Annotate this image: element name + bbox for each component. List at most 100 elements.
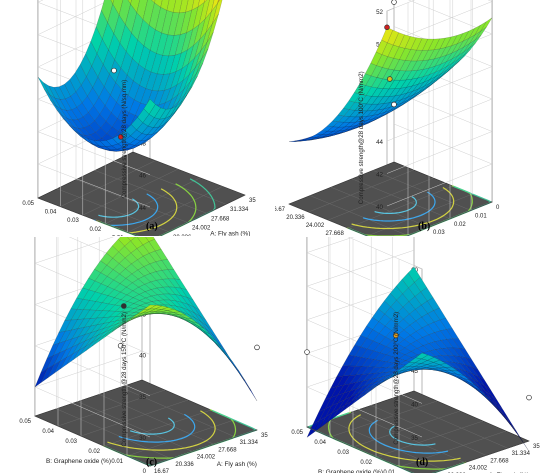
surface-facet [244, 381, 258, 402]
y-tick-label: 0.04 [42, 429, 54, 435]
chart-panel-b: 404244464850523531.33427.66824.00220.336… [275, 0, 550, 236]
response-surface [288, 17, 493, 142]
surface-facet [226, 355, 239, 373]
floor-grid-line [77, 401, 193, 452]
surface-plot-a: 4446485052545616.6720.33624.00227.66831.… [22, 0, 256, 236]
surface-plot-b: 404244464850523531.33427.66824.00220.336… [275, 0, 500, 236]
floor-grid-line [371, 405, 487, 456]
x-tick-label: 31.334 [512, 451, 531, 457]
floor-grid-line [56, 188, 170, 233]
z-axis-label: Compressive strength@28 days 100°C (N/mm… [358, 71, 365, 204]
design-point [304, 349, 310, 355]
wall-grid-line [386, 0, 493, 44]
surface-facet [226, 355, 240, 372]
floor-grid-line [330, 186, 430, 228]
response-surface [34, 237, 258, 402]
y-axis-label: B: Graphene oxide (%) [318, 469, 383, 473]
chart-panel-d: 35404550556016.6720.33624.00227.66831.33… [275, 237, 550, 473]
surface-facet [143, 304, 157, 310]
x-tick-label: 35 [533, 444, 540, 450]
floor-grid-line [352, 410, 461, 448]
design-point [121, 303, 127, 309]
y-axis-line [37, 197, 138, 236]
floor-grid-line [94, 170, 208, 214]
y-tick-label: 0.01 [112, 235, 124, 236]
floor-contour-line [389, 425, 436, 446]
z-tick-label: 40 [411, 401, 418, 408]
wall-grid-line [347, 237, 423, 270]
floor-grid-line [375, 420, 484, 458]
y-tick-label: 0.01 [383, 470, 395, 473]
surface-facet [415, 352, 429, 359]
y-tick-label: 0.03 [433, 230, 445, 236]
floor-grid-line [349, 412, 465, 463]
floor-grid-line [329, 400, 438, 438]
surface-facet [110, 0, 114, 5]
x-tick-label: 35 [261, 433, 268, 439]
caption-a: (a) [146, 221, 158, 232]
x-tick-label: 16.67 [154, 469, 170, 473]
response-surface [37, 0, 223, 152]
x-tick-label: 24.002 [306, 223, 325, 229]
floor-grid-line [372, 170, 472, 211]
caption-d: (d) [416, 457, 429, 468]
floor-contour-line [351, 186, 455, 230]
response-surface [306, 266, 530, 452]
x-tick-label: 31.334 [240, 440, 259, 446]
surface-facet [143, 98, 156, 115]
x-tick-label: 24.002 [197, 455, 216, 461]
x-axis-line [149, 429, 258, 467]
y-axis-line [406, 201, 493, 236]
x-tick-label: 16.67 [275, 207, 286, 213]
floor-contour-line [107, 410, 216, 451]
floor-contour-line [98, 198, 140, 218]
design-point [387, 76, 393, 82]
surface-facet [220, 348, 233, 364]
design-point [384, 24, 390, 31]
y-tick-label: 0.03 [67, 218, 79, 224]
x-axis-line [159, 194, 246, 236]
y-tick-label: 0.04 [45, 210, 57, 216]
x-axis-line [432, 440, 530, 473]
z-axis-label: Compressive strength@28 days (N/sq.mm) [121, 80, 128, 199]
z-axis-label: Compressive strength@28 days 200°C (N/mm… [393, 312, 400, 445]
x-tick-label: 27.668 [325, 231, 344, 236]
surface-facet [238, 372, 252, 391]
design-point [254, 344, 260, 351]
floor-grid-line [328, 177, 434, 221]
z-tick-label: 48 [139, 140, 146, 147]
floor-grid-line [347, 185, 453, 229]
wall-grid-line [386, 91, 493, 174]
caption-c: (c) [146, 457, 158, 468]
floor-grid-line [60, 160, 156, 207]
floor-grid-line [82, 168, 178, 216]
z-tick-label: 35 [411, 435, 418, 442]
x-tick-label: 27.668 [211, 216, 230, 222]
surface-facet [127, 0, 132, 5]
surface-facet [232, 363, 246, 381]
y-tick-label: 0.05 [22, 201, 34, 207]
floor-grid-line [57, 389, 166, 427]
z-tick-label: 35 [139, 394, 146, 401]
surface-plot-d: 35404550556016.6720.33624.00227.66831.33… [291, 237, 540, 473]
floor-grid-line [308, 169, 414, 213]
x-axis-line [288, 203, 369, 236]
y-tick-label: 0 [496, 205, 500, 211]
floor-grid-line [75, 179, 189, 223]
surface-facet [220, 348, 234, 363]
z-tick-label: 52 [376, 9, 383, 16]
y-tick-label: 0.01 [475, 213, 487, 219]
y-tick-label: 0.05 [291, 430, 303, 436]
y-axis-label: B: Graphene oxide (%) [46, 458, 111, 465]
y-axis-line [34, 415, 151, 467]
x-tick-label: 35 [249, 198, 256, 204]
z-tick-label: 46 [139, 173, 146, 180]
floor-grid-line [120, 386, 236, 438]
y-tick-label: 0.03 [337, 450, 349, 456]
x-tick-label: 27.668 [218, 447, 237, 453]
z-tick-label: 44 [376, 139, 383, 146]
wall-grid-line [386, 123, 493, 207]
surface-facet [497, 404, 510, 421]
surface-plot-c: 303540455016.6720.33624.00227.66831.3343… [19, 237, 268, 473]
design-point [111, 67, 117, 74]
